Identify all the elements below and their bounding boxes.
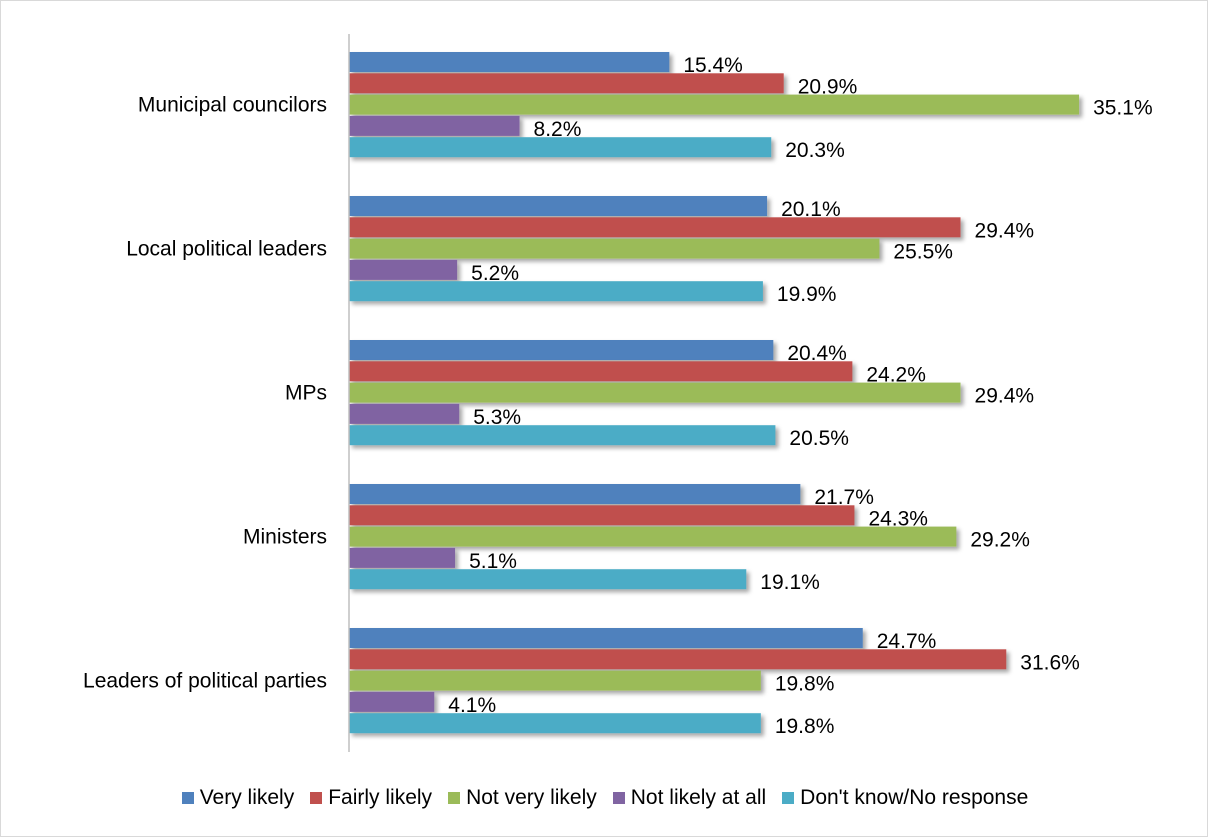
data-label: 8.2% [534, 118, 582, 141]
legend-label: Fairly likely [328, 786, 433, 809]
data-label: 15.4% [683, 54, 743, 77]
legend-label: Not likely at all [630, 786, 767, 809]
legend-label: Very likely [199, 786, 295, 809]
data-label: 20.4% [787, 342, 847, 365]
bar [349, 137, 772, 158]
data-label: 20.5% [789, 427, 849, 450]
bar-chart: Municipal councilors 15.4% 20.9% 35.1% 8.2% 2… [83, 34, 1153, 752]
data-label: 20.3% [785, 139, 845, 162]
data-label: 5.3% [473, 406, 521, 429]
data-label: 31.6% [1020, 651, 1080, 674]
bar [349, 649, 1007, 670]
category-label: Ministers [243, 526, 327, 549]
bar [349, 196, 768, 216]
data-label: 24.7% [877, 630, 937, 653]
legend-item: Very likely [181, 786, 295, 810]
bar [349, 670, 761, 691]
data-label: 24.3% [868, 507, 928, 530]
bar [349, 238, 880, 259]
legend-swatch [181, 792, 194, 804]
legend-item: Not very likely [448, 786, 597, 810]
legend-item: Don't know/No response [782, 786, 1028, 810]
legend-swatch [310, 792, 323, 804]
bar [349, 425, 776, 446]
data-label: 19.8% [775, 715, 835, 738]
legend-item: Not likely at all [612, 786, 767, 810]
category-label: Municipal councilors [138, 94, 327, 117]
data-label: 19.1% [760, 571, 820, 594]
bar [349, 281, 763, 302]
bar [349, 569, 747, 590]
bar [349, 628, 863, 648]
data-label: 20.1% [781, 198, 841, 221]
bar [349, 259, 458, 280]
category-label: Local political leaders [126, 238, 327, 261]
data-label: 19.9% [777, 283, 837, 306]
bar [349, 217, 961, 238]
bar [349, 52, 670, 72]
data-label: 29.2% [970, 529, 1030, 552]
bar [349, 382, 961, 403]
data-label: 5.2% [471, 262, 519, 285]
data-label: 21.7% [814, 486, 874, 509]
bar [349, 713, 761, 734]
category-label: Leaders of political parties [83, 670, 327, 693]
data-label: 29.4% [975, 385, 1035, 408]
bar [349, 547, 456, 568]
legend-swatch [448, 792, 461, 804]
data-label: 29.4% [975, 219, 1035, 242]
data-label: 19.8% [775, 673, 835, 696]
data-label: 35.1% [1093, 97, 1153, 120]
bar [349, 361, 853, 382]
legend-item: Fairly likely [310, 786, 432, 810]
data-label: 24.2% [866, 363, 926, 386]
bars-layer [349, 52, 1080, 734]
bar [349, 403, 460, 424]
bar [349, 73, 784, 94]
data-label: 20.9% [798, 75, 858, 98]
legend-swatch [612, 792, 625, 804]
bar [349, 691, 435, 712]
data-label: 5.1% [469, 550, 517, 573]
bar [349, 526, 957, 547]
labels-layer: Municipal councilors 15.4% 20.9% 35.1% 8.2% 2… [83, 54, 1153, 738]
legend-label: Not very likely [466, 786, 597, 809]
category-label: MPs [285, 382, 327, 405]
data-label: 25.5% [893, 241, 953, 264]
data-label: 4.1% [448, 694, 496, 717]
bar [349, 340, 774, 360]
legend-swatch [782, 792, 795, 804]
legend: Very likely Fairly likely Not very likely N… [0, 786, 1210, 810]
bar [349, 115, 520, 136]
bar [349, 94, 1080, 115]
bar [349, 505, 855, 526]
legend-label: Don't know/No response [800, 786, 1029, 809]
bar [349, 484, 801, 504]
